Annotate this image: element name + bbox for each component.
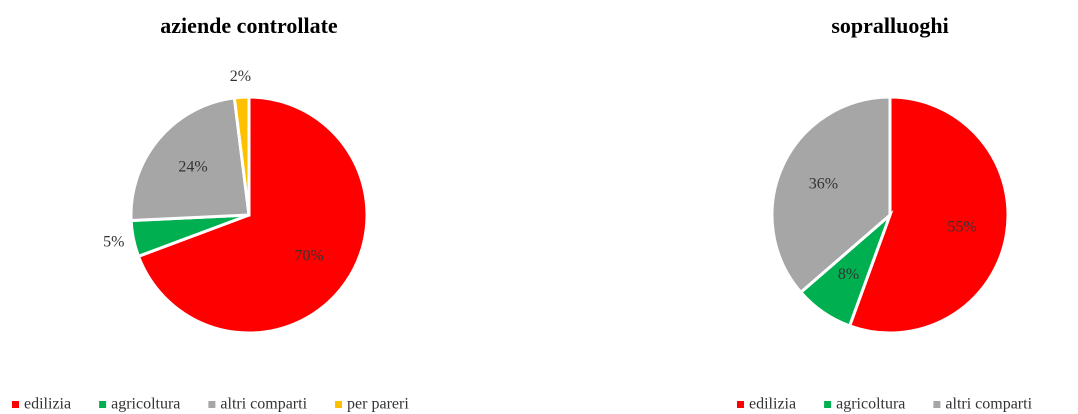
data-label: 24% bbox=[178, 159, 207, 176]
data-label: 8% bbox=[838, 266, 859, 283]
legend-label: altri comparti bbox=[945, 396, 1032, 413]
legend-swatch bbox=[208, 401, 216, 408]
legend-label: edilizia bbox=[749, 396, 796, 413]
legend-swatch bbox=[737, 401, 744, 408]
data-label: 2% bbox=[230, 68, 251, 85]
chart-title: sopralluoghi bbox=[831, 13, 948, 38]
legend-label: agricoltura bbox=[111, 396, 180, 413]
legend-swatch bbox=[824, 401, 832, 408]
legend-label: altri comparti bbox=[220, 396, 307, 413]
legend-swatch bbox=[933, 401, 941, 408]
pie-slice bbox=[847, 95, 1010, 335]
pie-slice bbox=[232, 95, 251, 216]
data-label: 5% bbox=[103, 233, 124, 250]
legend-label: per pareri bbox=[347, 396, 409, 413]
pie-slice bbox=[770, 95, 892, 295]
data-label: 55% bbox=[947, 218, 976, 235]
legend-label: edilizia bbox=[24, 396, 71, 413]
chart-title: aziende controllate bbox=[160, 13, 338, 38]
legend-swatch bbox=[12, 401, 19, 408]
data-label: 70% bbox=[294, 247, 323, 264]
legend-swatch bbox=[335, 401, 343, 408]
legend-swatch bbox=[99, 401, 107, 408]
data-label: 36% bbox=[809, 175, 838, 192]
pie-slice bbox=[129, 96, 251, 223]
pie-slice bbox=[136, 95, 369, 335]
legend-label: agricoltura bbox=[836, 396, 905, 413]
